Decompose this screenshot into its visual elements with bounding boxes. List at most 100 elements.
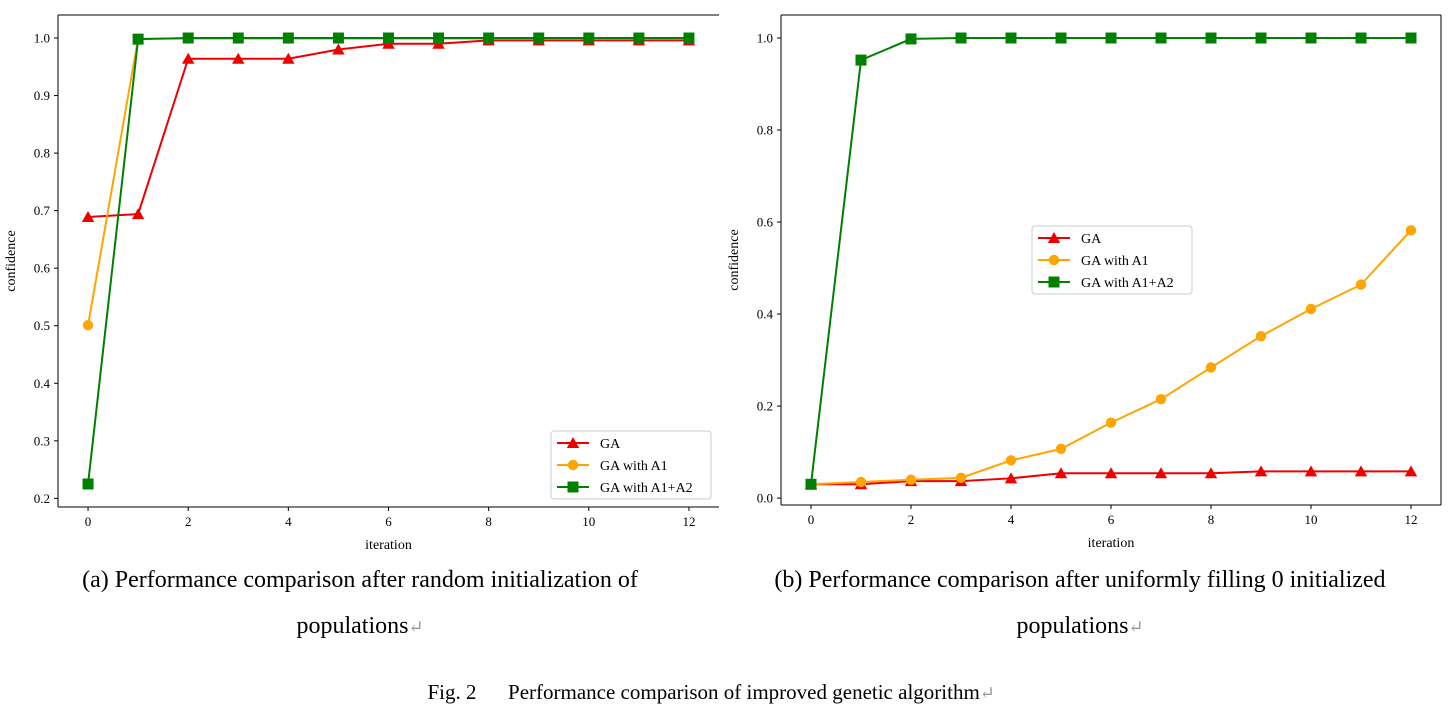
- legend-item: GA with A1+A2: [557, 481, 693, 496]
- y-tick-label: 0.6: [34, 261, 51, 276]
- data-point: [82, 478, 94, 490]
- data-point: [1005, 32, 1017, 44]
- x-tick-label: 6: [1108, 512, 1115, 527]
- legend-item: GA with A1: [1038, 254, 1149, 269]
- data-point: [332, 43, 345, 55]
- data-point: [905, 474, 917, 485]
- data-point: [1404, 465, 1418, 477]
- data-point: [1355, 32, 1367, 44]
- legend-marker: [567, 481, 579, 493]
- data-point: [1255, 32, 1267, 44]
- data-point: [1105, 32, 1117, 44]
- x-tick-label: 10: [1305, 512, 1318, 527]
- data-point: [1205, 32, 1217, 44]
- x-tick-label: 2: [908, 512, 915, 527]
- data-point: [533, 32, 545, 44]
- data-point: [81, 210, 95, 222]
- data-point: [905, 33, 917, 45]
- series-ga-with-a1-a2: [82, 32, 695, 490]
- data-point: [1255, 330, 1267, 342]
- caption-b-line1: (b) Performance comparison after uniform…: [774, 567, 1386, 593]
- series-line: [87, 39, 689, 218]
- legend-marker: [1048, 276, 1060, 288]
- data-point: [232, 32, 244, 44]
- x-axis-label: iteration: [365, 538, 412, 553]
- data-point: [383, 32, 394, 44]
- x-tick-label: 4: [1008, 512, 1015, 527]
- x-tick-label: 10: [582, 514, 595, 529]
- data-point: [131, 208, 145, 220]
- data-point: [855, 476, 867, 488]
- data-point: [1304, 465, 1318, 477]
- data-point: [1104, 467, 1118, 479]
- series-line: [87, 37, 689, 326]
- legend-label: GA: [600, 437, 621, 452]
- legend-label: GA: [1081, 232, 1102, 247]
- y-tick-label: 0.8: [757, 123, 773, 138]
- y-tick-label: 0.9: [34, 88, 50, 103]
- legend-item: GA with A1: [557, 459, 668, 474]
- data-point: [1205, 362, 1217, 373]
- legend-label: GA with A1+A2: [1081, 276, 1174, 291]
- series-ga-with-a1-a2: [805, 32, 1417, 490]
- data-point: [1305, 32, 1317, 44]
- y-tick-label: 0.6: [757, 215, 774, 230]
- caption-a: (a) Performance comparison after random …: [40, 557, 680, 650]
- series-ga: [81, 34, 696, 222]
- data-point: [82, 319, 94, 331]
- data-point: [1204, 467, 1218, 479]
- x-tick-label: 2: [185, 514, 192, 529]
- legend-label: GA with A1: [600, 459, 668, 474]
- return-mark: ↵: [1128, 617, 1144, 637]
- data-point: [855, 54, 867, 66]
- x-tick-label: 8: [1208, 512, 1215, 527]
- series-ga-with-a1: [805, 225, 1417, 490]
- data-point: [1004, 472, 1018, 484]
- legend-item: GA: [1038, 232, 1102, 247]
- y-axis-label: confidence: [727, 229, 742, 290]
- series-ga: [804, 465, 1418, 490]
- y-tick-label: 0.7: [34, 203, 51, 218]
- data-point: [955, 32, 967, 44]
- legend-label: GA with A1+A2: [600, 481, 693, 496]
- data-point: [1405, 225, 1417, 236]
- data-point: [1055, 32, 1067, 44]
- y-tick-label: 1.0: [757, 31, 773, 46]
- data-point: [1254, 465, 1268, 477]
- caption-a-line1: (a) Performance comparison after random …: [82, 567, 638, 593]
- y-tick-label: 1.0: [34, 31, 50, 46]
- legend-marker: [1047, 232, 1061, 243]
- legend-marker: [567, 459, 579, 471]
- y-tick-label: 0.4: [757, 307, 774, 322]
- series-ga-with-a1: [82, 33, 695, 331]
- data-point: [1154, 467, 1168, 479]
- data-point: [1155, 393, 1167, 405]
- legend-marker: [566, 437, 580, 448]
- data-point: [181, 52, 195, 64]
- return-mark: ↵: [408, 617, 424, 637]
- y-axis-label: confidence: [4, 230, 19, 291]
- caption-b-line2: populations: [1016, 613, 1129, 639]
- y-tick-label: 0.4: [34, 376, 51, 391]
- y-tick-label: 0.2: [34, 491, 50, 506]
- data-point: [583, 32, 595, 44]
- legend-marker: [1048, 254, 1060, 266]
- data-point: [282, 52, 295, 64]
- legend: GA GA with A1 GA with A1+A2: [1031, 225, 1193, 295]
- return-mark: ↵: [979, 683, 995, 703]
- figure-title: Performance comparison of improved genet…: [508, 680, 980, 704]
- y-tick-label: 0.5: [34, 318, 50, 333]
- y-tick-label: 0.8: [34, 146, 50, 161]
- data-point: [483, 32, 495, 44]
- figure-label: Fig. 2: [427, 680, 477, 704]
- legend-box: [1031, 225, 1193, 295]
- legend-box: [550, 430, 712, 500]
- data-point: [1355, 279, 1367, 290]
- chart-a: 0 2 4 6 8 10 12 0.2 0.3 0.4 0.5 0.6 0.7 0.8 0.9 1.0 iter…: [4, 14, 719, 553]
- data-point: [182, 32, 194, 44]
- figure-caption: Fig. 2 Performance comparison of improve…: [417, 655, 995, 705]
- x-tick-label: 6: [385, 514, 392, 529]
- y-tick-label: 0.2: [757, 399, 773, 414]
- y-tick-label: 0.3: [34, 433, 50, 448]
- x-tick-label: 12: [1405, 512, 1418, 527]
